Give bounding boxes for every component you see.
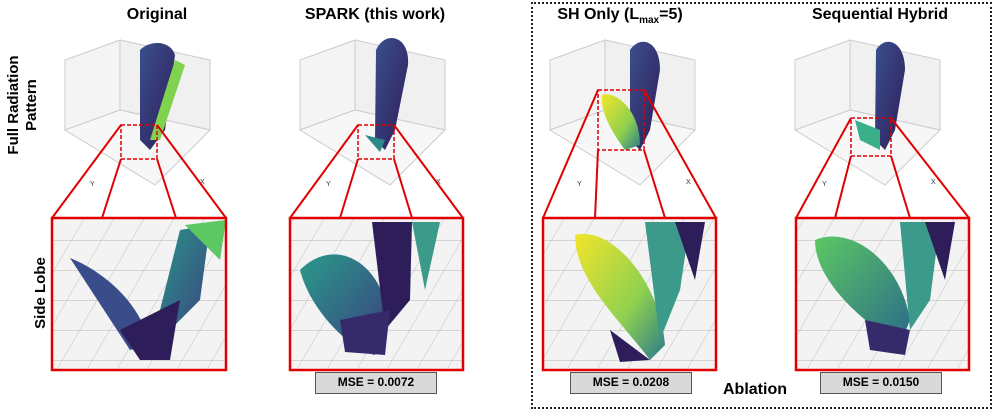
panel-seq-hybrid-sidelobe [796,218,969,370]
zoom-box-spark [357,124,395,160]
zoom-frame-original [50,216,228,372]
zoom-line-left [594,149,599,219]
axis-y-label: Y [822,181,827,188]
zoom-line-outer-right [890,117,970,219]
column-title-original: Original [126,6,188,23]
zoom-line-outer-right [156,124,227,219]
zoom-line-left [834,155,852,219]
sh-only-title-sub: max [639,15,660,27]
zoom-line-outer-left [51,124,122,219]
sh-only-title-main: SH Only (L [557,6,640,23]
column-title-sh-only: SH Only (Lmax=5) [520,6,720,26]
axis-x-label: X [436,179,441,186]
zoom-box-sh-only [597,89,645,151]
zoom-line-outer-left [289,124,359,219]
zoom-frame-spark [288,216,465,372]
mse-badge-seq-hybrid: MSE = 0.0150 [820,372,942,394]
panel-spark-sidelobe [290,218,463,370]
axis-x-label: X [931,179,936,186]
axis-x-label: X [686,179,691,186]
zoom-line-outer-left [795,117,852,219]
panel-original-3d: Y X [63,39,211,188]
ablation-label: Ablation [723,381,787,398]
zoom-line-left [339,158,359,219]
zoom-line-right [890,155,911,219]
zoom-frame-seq-hybrid [794,216,971,372]
zoom-line-outer-right [393,124,464,219]
mse-badge-sh-only: MSE = 0.0208 [570,372,692,394]
zoom-line-outer-left [542,89,599,219]
axis-x-label: X [200,179,205,186]
zoom-box-original [120,124,158,160]
axis-y-label: Y [90,181,95,188]
column-title-spark: SPARK (this work) [304,6,446,23]
axis-y-label: Y [577,181,582,188]
panel-spark-3d: Y X [298,38,446,188]
zoom-line-outer-right [643,89,717,219]
panel-sh-only-3d: Y X [548,39,696,188]
zoom-line-right [643,149,666,219]
zoom-line-left [101,158,122,219]
panel-original-sidelobe [52,218,226,370]
zoom-line-right [393,158,413,219]
ablation-region [531,2,992,409]
column-title-sequential-hybrid: Sequential Hybrid [811,6,949,23]
axis-y-label: Y [326,181,331,188]
mse-badge-spark: MSE = 0.0072 [315,372,437,394]
zoom-box-seq-hybrid [850,117,892,157]
zoom-frame-sh-only [541,216,718,372]
panel-seq-hybrid-3d: Y X [793,39,941,188]
panel-sh-only-sidelobe [543,218,716,370]
sh-only-title-end: =5) [659,6,683,23]
zoom-line-right [156,158,177,219]
